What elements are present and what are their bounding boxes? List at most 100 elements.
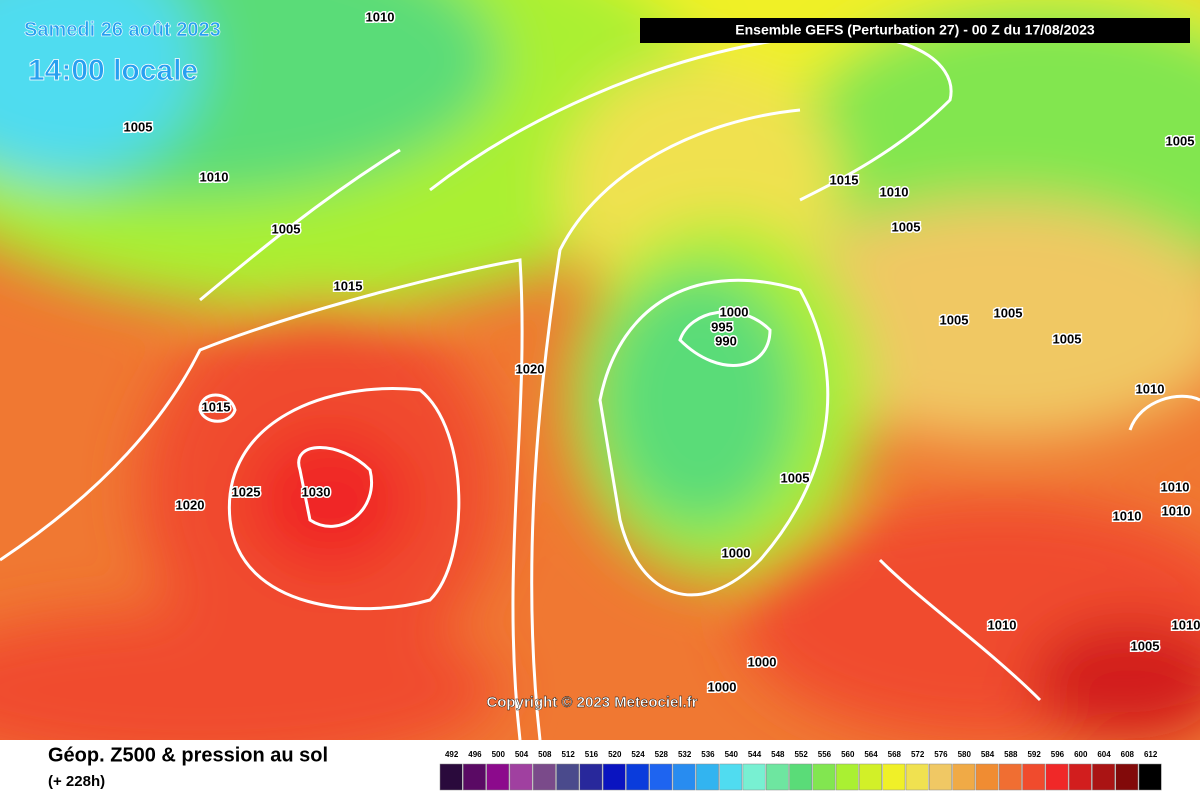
isobar-label: 1005 [1166, 133, 1195, 148]
color-swatch [859, 763, 882, 791]
isobar-label: 1005 [940, 312, 969, 327]
colorbar-label: 608 [1121, 750, 1135, 759]
isobar-label: 1005 [892, 219, 921, 234]
isobar-label: 1010 [1161, 479, 1190, 494]
colorbar-label: 612 [1144, 750, 1158, 759]
isobar-label: 1015 [202, 399, 231, 414]
isobar-label: 1020 [516, 361, 545, 376]
colorbar-label: 592 [1027, 750, 1041, 759]
isobar-label: 1010 [366, 9, 395, 24]
colorbar-label: 588 [1004, 750, 1018, 759]
color-swatch [1068, 763, 1092, 791]
isobar-label: 1000 [720, 304, 749, 319]
isobar-label: 1000 [748, 654, 777, 669]
colorbar-label: 564 [864, 750, 878, 759]
colorbar-label: 548 [771, 750, 785, 759]
colorbar-label: 596 [1051, 750, 1065, 759]
footer-title: Géop. Z500 & pression au sol [48, 744, 328, 766]
color-swatch [696, 763, 719, 791]
colorbar-label: 504 [515, 750, 529, 759]
color-swatch [672, 763, 696, 791]
color-swatch [1022, 763, 1046, 791]
colorbar-label: 528 [655, 750, 669, 759]
isobar-label: 1015 [334, 278, 363, 293]
color-swatch [486, 763, 510, 791]
color-swatch [742, 763, 766, 791]
isobars [0, 33, 1200, 741]
color-swatch [882, 763, 906, 791]
isobar-label: 1010 [1162, 503, 1191, 518]
color-swatch [952, 763, 976, 791]
colorbar-label: 552 [794, 750, 808, 759]
colorbar-label: 568 [888, 750, 902, 759]
color-swatch [719, 763, 743, 791]
color-swatch [1138, 763, 1162, 791]
isobar-label: 1010 [200, 169, 229, 184]
colorbar-label: 536 [701, 750, 715, 759]
isobar-label: 1010 [988, 617, 1017, 632]
isobar-label: 1010 [1136, 381, 1165, 396]
colorbar-label: 584 [981, 750, 995, 759]
colorbar-label: 512 [561, 750, 575, 759]
isobar-label: 1010 [1172, 617, 1200, 632]
isobar-label: 1015 [830, 172, 859, 187]
color-swatch [439, 763, 463, 791]
valid-time: 14:00 locale [28, 54, 198, 87]
footer-subtitle: (+ 228h) [48, 773, 105, 790]
colorbar-label: 508 [538, 750, 552, 759]
color-swatch [463, 763, 486, 791]
colorbar-label: 540 [725, 750, 739, 759]
isobar-label: 995 [711, 319, 733, 334]
color-swatch [975, 763, 999, 791]
color-swatch [905, 763, 929, 791]
colorbar-label: 516 [585, 750, 599, 759]
isobar-label: 1030 [302, 484, 331, 499]
color-swatch [602, 763, 626, 791]
color-swatch [998, 763, 1022, 791]
valid-date: Samedi 26 août 2023 [24, 19, 221, 41]
isobar-label: 1010 [880, 184, 909, 199]
isobar-label: 1000 [722, 545, 751, 560]
colorbar: 492 496 500 504 508 512 516 520 524 528 532 536 540 5… [439, 750, 1162, 791]
isobar-label: 1020 [176, 497, 205, 512]
isobar-label: 1005 [781, 470, 810, 485]
color-swatch [1045, 763, 1069, 791]
color-swatch [1115, 763, 1139, 791]
colorbar-label: 580 [958, 750, 972, 759]
colorbar-label: 492 [445, 750, 459, 759]
color-swatch [556, 763, 580, 791]
isobar-label: 1005 [1131, 638, 1160, 653]
color-swatch [765, 763, 789, 791]
header-bar [640, 18, 1190, 43]
color-swatch [626, 763, 649, 791]
isobar-label: 1005 [124, 119, 153, 134]
color-swatch [789, 763, 813, 791]
model-run: Ensemble GEFS (Perturbation 27) - 00 Z d… [735, 22, 1095, 38]
color-swatch [579, 763, 603, 791]
isobar-label: 1000 [708, 679, 737, 694]
colorbar-label: 500 [492, 750, 506, 759]
isobar-label: 1005 [272, 221, 301, 236]
color-swatch [812, 763, 836, 791]
color-swatch [532, 763, 556, 791]
isobar-label: 1005 [994, 305, 1023, 320]
color-swatch [929, 763, 952, 791]
copyright: Copyright © 2023 Meteociel.fr [486, 694, 697, 711]
colorbar-label: 576 [934, 750, 948, 759]
color-swatch [649, 763, 673, 791]
colorbar-label: 544 [748, 750, 762, 759]
colorbar-label: 496 [468, 750, 482, 759]
colorbar-label: 560 [841, 750, 855, 759]
colorbar-label: 524 [631, 750, 645, 759]
colorbar-label: 520 [608, 750, 622, 759]
color-swatch [509, 763, 533, 791]
colorbar-label: 556 [818, 750, 832, 759]
isobar-labels: 1010 1005 1010 1005 1015 1015 1020 1025 1030 1020… [122, 8, 1200, 696]
color-swatch [1092, 763, 1115, 791]
isobar-label: 1005 [1053, 331, 1082, 346]
field [0, 0, 1200, 770]
color-swatch [835, 763, 859, 791]
colorbar-label: 532 [678, 750, 692, 759]
isobar-label: 1025 [232, 484, 261, 499]
